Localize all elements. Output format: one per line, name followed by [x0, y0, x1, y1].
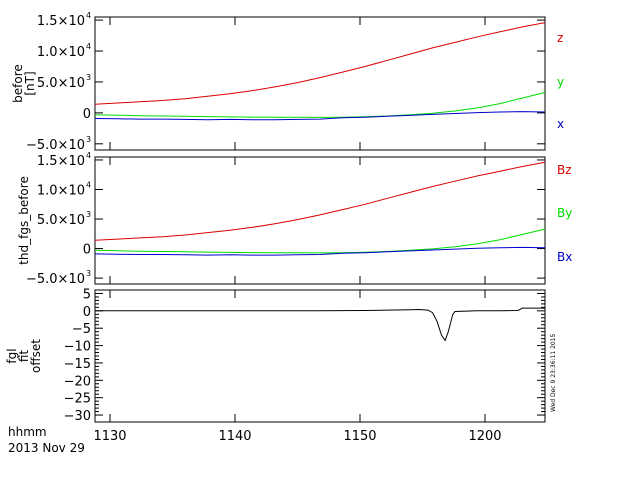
- legend-By: By: [557, 206, 572, 220]
- y-tick-label: 0: [83, 305, 91, 320]
- x-tick-label: 1130: [93, 429, 126, 444]
- y-tick-label: 0: [83, 107, 91, 122]
- y-tick-label: 1.0×10: [37, 45, 85, 60]
- series-line-Bz: [94, 161, 546, 241]
- y-axis-label: thd_fgs_before: [17, 176, 31, 265]
- panel-1: 1.5×10 41.0×10 45.0×10 30−5.0×10 3before[nT]…: [11, 11, 564, 153]
- y-tick-label: 1.5×10: [37, 154, 85, 169]
- legend-Bx: Bx: [557, 250, 572, 264]
- timestamp: Wed Dec 9 23:36:11 2015: [550, 333, 557, 412]
- legend-Bz: Bz: [557, 163, 572, 177]
- legend-z: z: [557, 31, 563, 45]
- y-tick-label: −25: [64, 392, 91, 407]
- y-tick-label: 5: [83, 287, 91, 302]
- series-line-By: [94, 228, 546, 254]
- legend-y: y: [557, 75, 564, 89]
- y-tick-label: −5.0×10: [26, 272, 85, 287]
- x-tick-label: 1150: [343, 429, 376, 444]
- y-tick-exponent: 3: [86, 73, 91, 82]
- y-tick-label: −10: [64, 340, 91, 355]
- x-tick-label: 1140: [218, 429, 251, 444]
- y-axis-label: fit: [17, 350, 31, 363]
- series-line-z: [94, 22, 546, 105]
- y-tick-label: 0: [83, 243, 91, 258]
- y-tick-label: −20: [64, 374, 91, 389]
- legend-x: x: [557, 117, 564, 131]
- x-tick-label: 1200: [468, 429, 501, 444]
- y-tick-exponent: 4: [86, 180, 91, 189]
- y-tick-label: 1.5×10: [37, 14, 85, 29]
- panel-frame: [94, 289, 546, 423]
- y-tick-label: 1.0×10: [37, 183, 85, 198]
- panel-frame: [94, 156, 546, 285]
- bottom-axis: 1130 1140 1150 1200: [93, 17, 502, 444]
- y-tick-exponent: 4: [86, 11, 91, 20]
- y-tick-label: −5.0×10: [26, 138, 85, 153]
- y-tick-label: −15: [64, 357, 91, 372]
- y-tick-exponent: 3: [86, 269, 91, 278]
- x-axis-label-line2: 2013 Nov 29: [8, 441, 85, 455]
- series-line-Bx: [94, 246, 546, 256]
- series-line-y: [94, 92, 546, 118]
- y-tick-exponent: 3: [86, 210, 91, 219]
- y-axis-label: [nT]: [23, 71, 37, 95]
- x-axis-label-line1: hhmm: [8, 425, 47, 439]
- y-tick-exponent: 4: [86, 151, 91, 160]
- panel-frame: [94, 16, 546, 151]
- y-tick-label: −5: [72, 322, 91, 337]
- series-line-x: [94, 111, 546, 121]
- y-tick-exponent: 3: [86, 135, 91, 144]
- y-tick-label: 5.0×10: [37, 213, 85, 228]
- y-tick-label: −30: [64, 409, 91, 424]
- y-axis-label: offset: [29, 339, 43, 373]
- panel-2: 1.5×10 41.0×10 45.0×10 30−5.0×10 3thd_fgs_be…: [17, 151, 572, 287]
- y-axis-label: before: [11, 64, 25, 103]
- series-line-offset: [95, 307, 545, 342]
- y-tick-label: 5.0×10: [37, 76, 85, 91]
- y-tick-exponent: 4: [86, 42, 91, 51]
- y-axis-label: fgl: [5, 348, 19, 363]
